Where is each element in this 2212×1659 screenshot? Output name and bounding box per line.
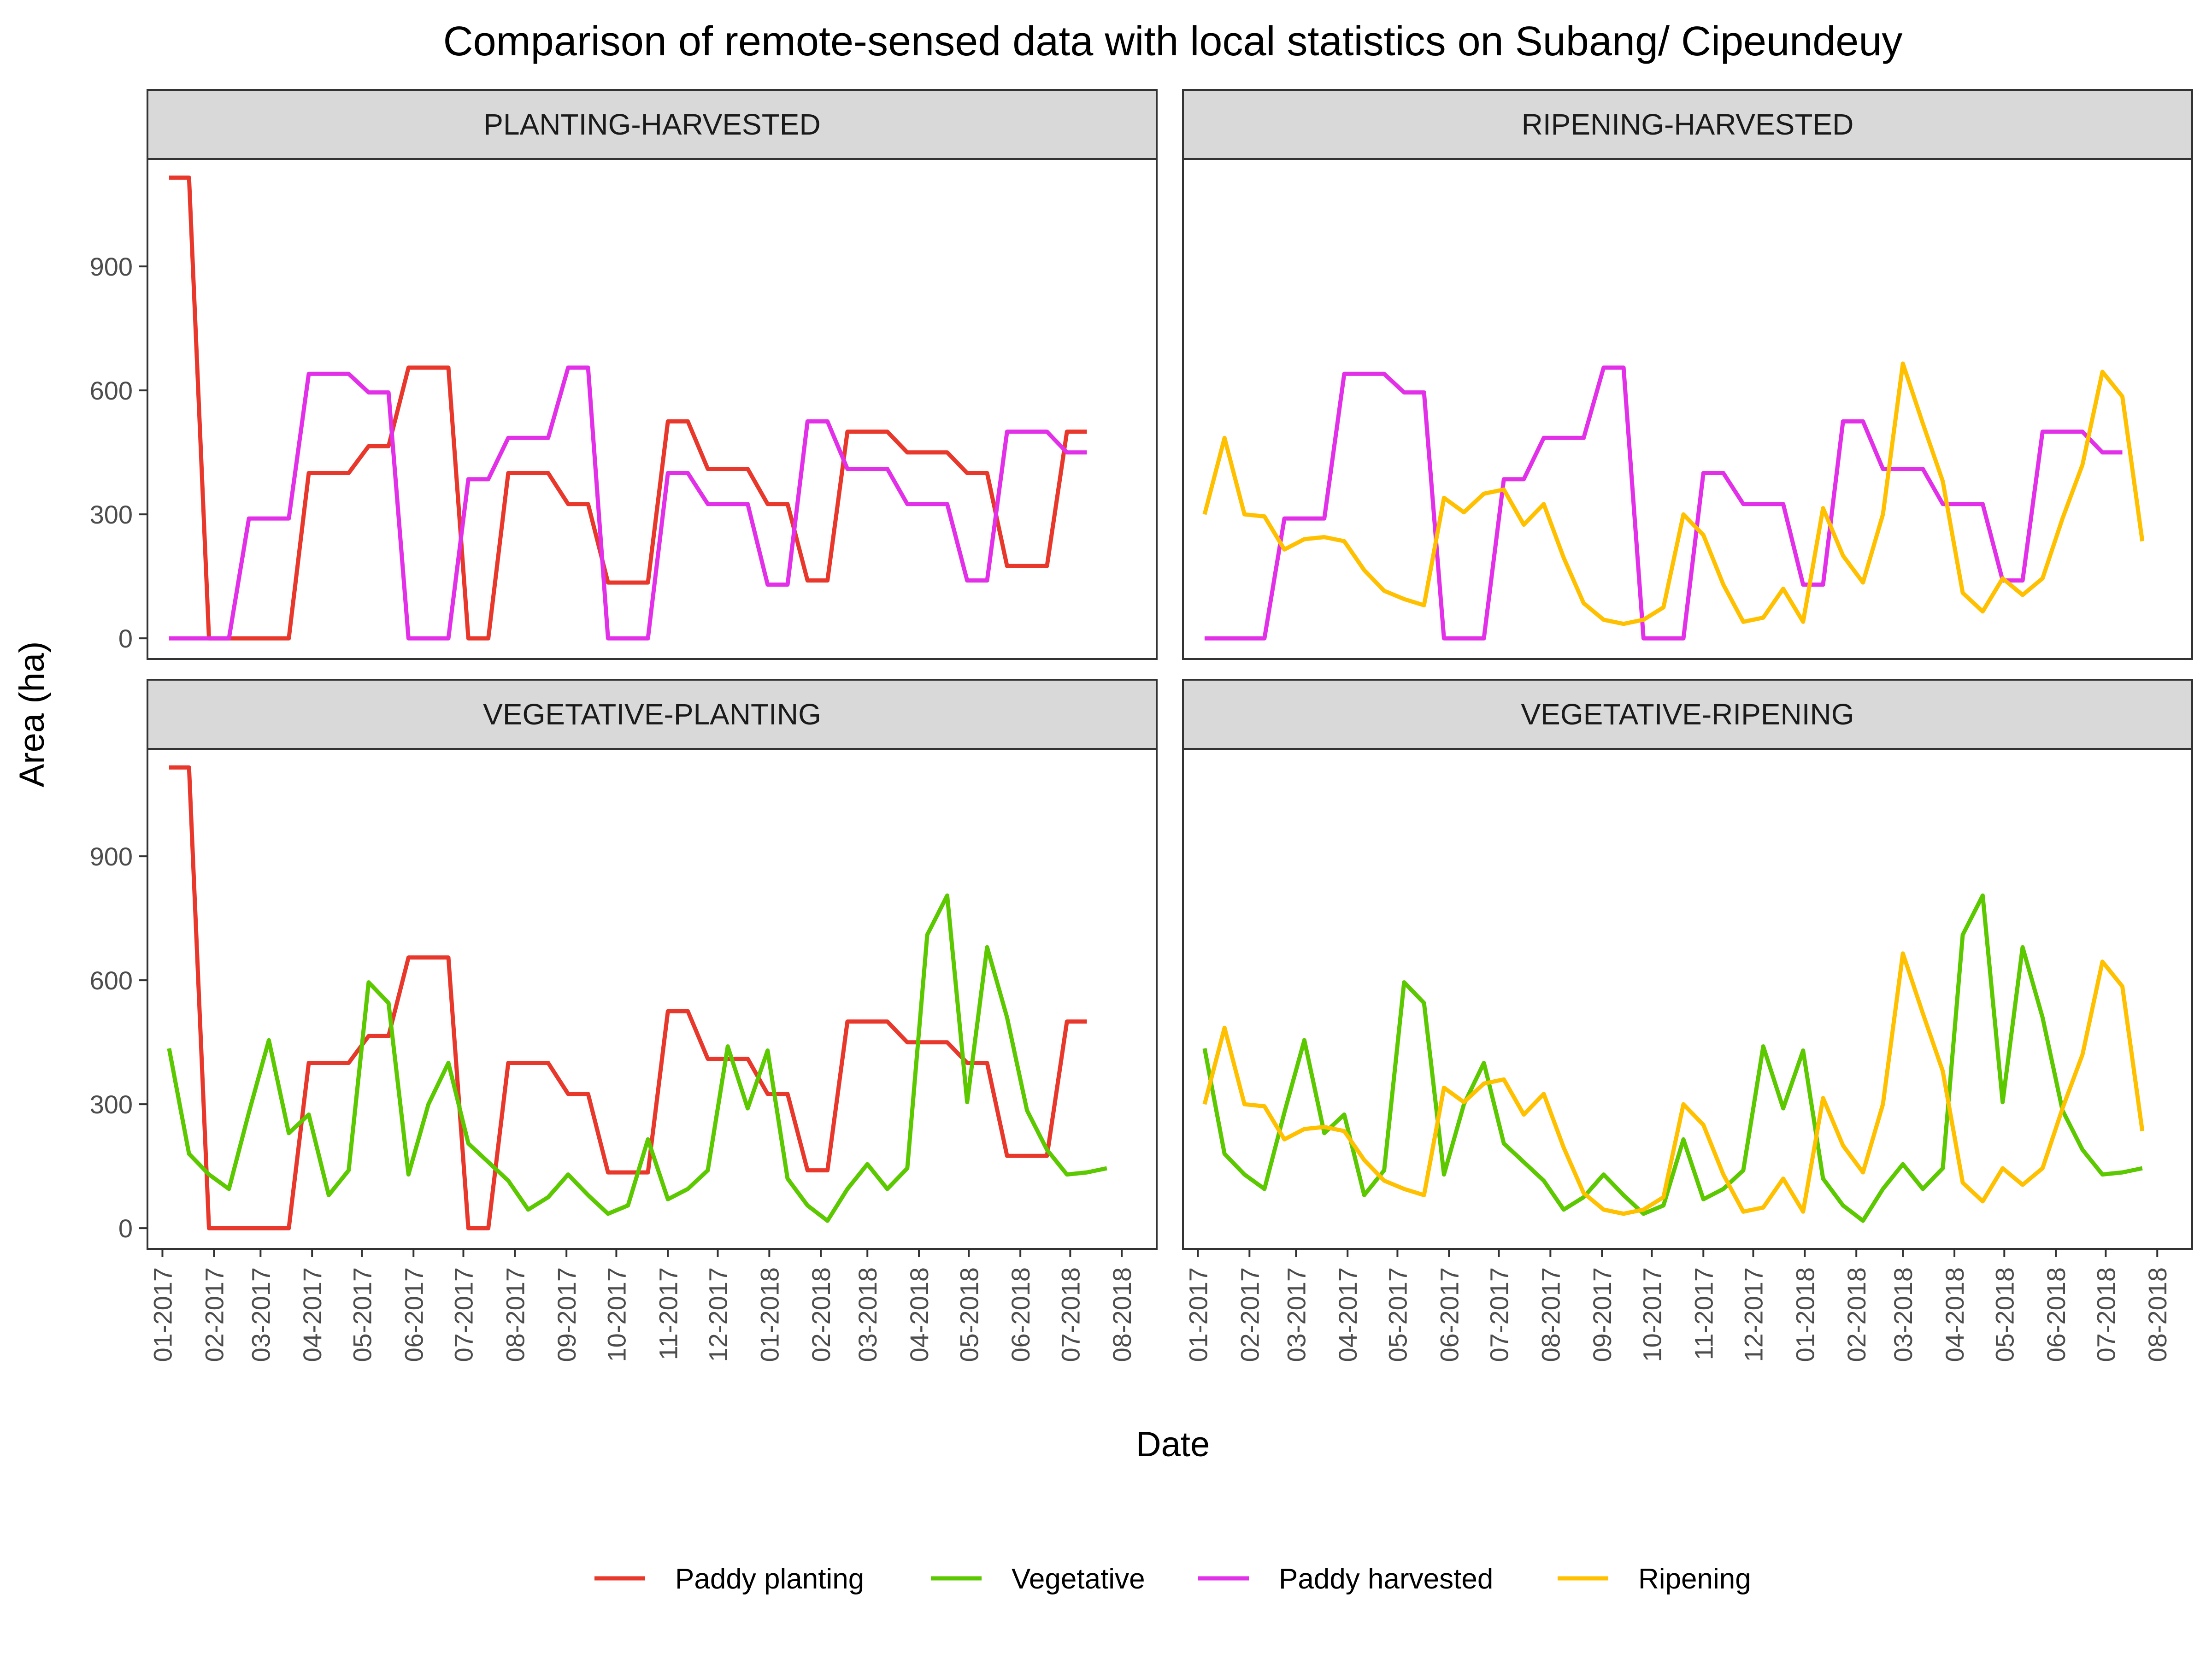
legend-label: Paddy harvested [1279,1563,1493,1595]
legend-label: Vegetative [1012,1563,1145,1595]
y-tick-label: 0 [118,1214,133,1243]
legend-item-vegetative: Vegetative [931,1563,1145,1595]
x-tick-label: 12-2017 [704,1267,733,1362]
y-tick-label: 300 [90,1090,133,1119]
panel-border [1182,158,2193,660]
x-tick-label: 05-2018 [1990,1267,2019,1362]
panel-vegetative-planting: VEGETATIVE-PLANTING 0 300 600 900 01-2017 02-2… [90,679,1158,1362]
y-tick-label: 900 [90,252,133,281]
x-tick-label: 05-2017 [347,1267,377,1362]
x-tick-label: 08-2017 [1536,1267,1565,1362]
x-tick-label: 03-2018 [1888,1267,1918,1362]
x-tick-label: 12-2017 [1739,1267,1768,1362]
x-tick-label: 09-2017 [1588,1267,1617,1362]
series-line-vegetative [167,893,1107,1223]
legend-label: Ripening [1638,1563,1751,1595]
series-line-ripening [1202,951,2145,1216]
plot-area [1183,749,2192,1249]
panel-strip [1182,679,2193,750]
x-tick-label: 04-2017 [1333,1267,1362,1362]
x-tick-label: 03-2017 [246,1267,275,1362]
series-line-paddy-planting [169,765,1087,1230]
x-tick-label: 02-2018 [1842,1267,1871,1362]
panel-strip-label: VEGETATIVE-RIPENING [1521,698,1854,731]
panel-border [147,748,1158,1250]
x-tick-label: 07-2018 [1056,1267,1085,1362]
plot-area [147,749,1157,1249]
y-tick-label: 600 [90,376,133,405]
x-tick-label: 11-2017 [1689,1267,1718,1360]
legend: Paddy planting Vegetative Paddy harvested R… [594,1563,1751,1595]
x-tick-label: 07-2017 [1485,1267,1514,1362]
x-tick-label: 04-2018 [1940,1267,1969,1362]
panel-border [147,158,1158,660]
x-tick-label: 06-2018 [1006,1267,1035,1362]
chart-title: Comparison of remote-sensed data with lo… [443,18,1903,65]
x-tick-label: 01-2017 [1184,1267,1213,1362]
series-line-paddy-harvested [1204,365,2123,641]
y-tick-label: 600 [90,966,133,995]
panel-strip-label: RIPENING-HARVESTED [1522,108,1854,141]
panel-strip [1182,89,2193,160]
x-tick-label: 03-2017 [1282,1267,1311,1362]
x-tick-label: 05-2017 [1383,1267,1412,1362]
x-tick-label: 01-2017 [148,1267,177,1362]
y-tick-label: 900 [90,842,133,871]
panel-strip [147,679,1158,750]
panel-ripening-harvested: RIPENING-HARVESTED [1182,89,2193,660]
facet-panels: PLANTING-HARVESTED 0 300 600 900 RIPENING-HAR… [90,89,2193,1362]
legend-item-ripening: Ripening [1558,1563,1751,1595]
x-tick-label: 01-2018 [1790,1267,1819,1362]
x-tick-label: 08-2018 [2143,1267,2172,1362]
x-tick-label: 08-2017 [500,1267,529,1362]
panel-border [1182,748,2193,1250]
legend-label: Paddy planting [675,1563,864,1595]
x-tick-label: 02-2017 [200,1267,229,1362]
x-tick-label: 11-2017 [653,1267,682,1360]
x-tick-label: 03-2018 [853,1267,882,1362]
x-tick-label: 04-2018 [905,1267,934,1362]
series-line-paddy-planting [169,175,1087,641]
series-line-paddy-harvested [169,365,1087,641]
legend-item-paddy-harvested: Paddy harvested [1198,1563,1493,1595]
x-tick-label: 08-2018 [1107,1267,1136,1362]
x-tick-label: 07-2017 [449,1267,478,1362]
x-tick-label: 04-2017 [298,1267,327,1362]
x-tick-label: 10-2017 [602,1267,631,1362]
y-tick-label: 0 [118,624,133,653]
x-tick-label: 06-2017 [399,1267,428,1362]
y-tick-label: 300 [90,500,133,529]
panel-strip [147,89,1158,160]
plot-area [1183,159,2192,659]
y-axis-title: Area (ha) [12,641,52,788]
series-line-ripening [1202,361,2145,626]
series-line-vegetative [1202,893,2143,1223]
panel-planting-harvested: PLANTING-HARVESTED 0 300 600 900 [90,89,1158,660]
panel-strip-label: VEGETATIVE-PLANTING [483,698,821,731]
x-tick-label: 10-2017 [1637,1267,1666,1362]
x-tick-label: 06-2018 [2041,1267,2071,1362]
plot-area [147,159,1157,659]
x-tick-label: 02-2017 [1235,1267,1264,1362]
x-axis-title: Date [1136,1425,1210,1464]
x-tick-label: 09-2017 [552,1267,581,1362]
x-tick-label: 05-2018 [954,1267,983,1362]
legend-item-paddy-planting: Paddy planting [594,1563,864,1595]
x-tick-label: 01-2018 [755,1267,784,1362]
x-tick-label: 06-2017 [1435,1267,1464,1362]
panel-strip-label: PLANTING-HARVESTED [483,108,820,141]
x-tick-label: 02-2018 [806,1267,835,1362]
x-tick-label: 07-2018 [2091,1267,2120,1362]
panel-vegetative-ripening: VEGETATIVE-RIPENING 01-2017 02-2017 03-2017… [1182,679,2193,1362]
